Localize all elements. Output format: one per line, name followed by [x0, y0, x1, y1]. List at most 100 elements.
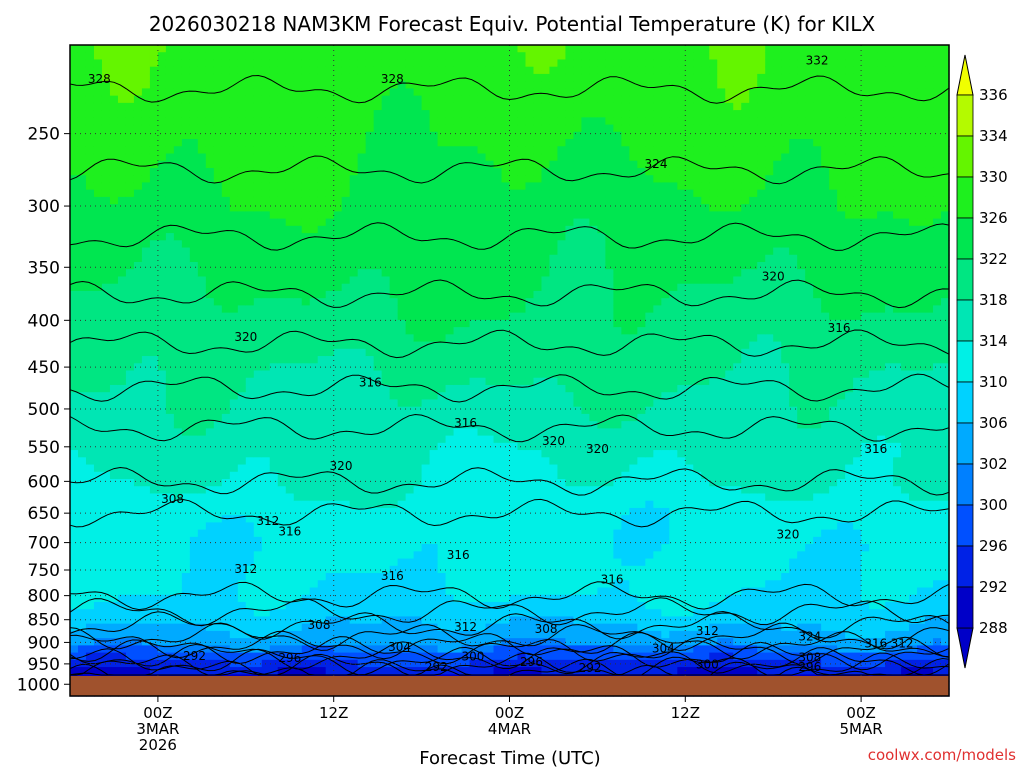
band-cell [77, 630, 87, 639]
band-cell [117, 471, 127, 480]
band-cell [261, 464, 271, 473]
band-cell [365, 573, 375, 581]
band-cell [333, 139, 343, 147]
band-cell [309, 73, 319, 82]
band-cell [325, 73, 335, 82]
band-cell [381, 580, 391, 589]
band-cell [461, 558, 471, 567]
band-cell [70, 225, 79, 234]
band-cell [77, 348, 87, 357]
band-cell [109, 363, 119, 372]
band-cell [421, 529, 431, 538]
band-cell [157, 630, 167, 639]
band-cell [109, 413, 119, 422]
band-cell [509, 254, 519, 263]
band-cell [413, 630, 423, 639]
band-cell [333, 457, 343, 466]
band-cell [365, 298, 375, 306]
band-cell [477, 305, 487, 314]
band-cell [437, 153, 447, 162]
band-cell [101, 298, 111, 306]
band-cell [445, 522, 455, 531]
band-cell [141, 262, 151, 270]
band-cell [149, 73, 159, 82]
band-cell [317, 638, 327, 646]
band-cell [405, 88, 415, 97]
band-cell [221, 601, 231, 610]
band-cell [501, 73, 511, 82]
band-cell [445, 124, 455, 133]
band-cell [165, 479, 175, 487]
band-cell [357, 652, 367, 661]
band-cell [461, 283, 471, 292]
band-cell [205, 146, 215, 155]
band-cell [413, 276, 423, 285]
band-cell [325, 131, 335, 140]
band-cell [389, 479, 399, 487]
band-cell [485, 102, 495, 111]
band-cell [285, 486, 295, 495]
band-cell [413, 544, 423, 552]
band-cell [221, 153, 231, 162]
band-cell [405, 500, 415, 509]
band-cell [445, 110, 455, 118]
band-cell [421, 500, 431, 509]
band-cell [181, 471, 191, 480]
band-cell [229, 131, 239, 140]
band-cell [349, 117, 359, 126]
band-cell [397, 153, 407, 162]
band-cell [173, 211, 183, 220]
band-cell [405, 153, 415, 162]
band-cell [397, 630, 407, 639]
band-cell [109, 59, 119, 68]
band-cell [101, 327, 111, 335]
band-cell [141, 146, 151, 155]
band-cell [341, 52, 351, 61]
band-cell [333, 327, 343, 335]
band-cell [429, 623, 439, 632]
band-cell [85, 421, 95, 429]
band-cell [437, 131, 447, 140]
band-cell [157, 160, 167, 169]
band-cell [501, 573, 511, 581]
band-cell [85, 131, 95, 140]
band-cell [149, 479, 159, 487]
band-cell [301, 406, 311, 415]
band-cell [77, 139, 87, 147]
band-cell [85, 73, 95, 82]
band-cell [109, 667, 119, 675]
band-cell [485, 363, 495, 372]
band-cell [70, 363, 79, 372]
band-cell [413, 580, 423, 589]
band-cell [269, 139, 279, 147]
band-cell [285, 102, 295, 111]
band-cell [85, 645, 95, 654]
band-cell [125, 457, 135, 466]
band-cell [501, 167, 511, 176]
band-cell [485, 204, 495, 212]
band-cell [341, 117, 351, 126]
band-cell [341, 507, 351, 516]
band-cell [293, 413, 303, 422]
band-cell [381, 153, 391, 162]
band-cell [109, 233, 119, 241]
band-cell [389, 363, 399, 372]
band-cell [341, 450, 351, 458]
band-cell [293, 66, 303, 75]
band-cell [133, 500, 143, 509]
band-cell [237, 81, 247, 89]
band-cell [421, 240, 431, 249]
band-cell [141, 81, 151, 89]
band-cell [93, 59, 103, 68]
band-cell [85, 623, 95, 632]
band-cell [349, 124, 359, 133]
band-cell [189, 573, 199, 581]
band-cell [157, 493, 167, 502]
band-cell [109, 493, 119, 502]
band-cell [237, 110, 247, 118]
band-cell [285, 211, 295, 220]
band-cell [157, 88, 167, 97]
band-cell [317, 609, 327, 618]
band-cell [93, 348, 103, 357]
band-cell [477, 457, 487, 466]
